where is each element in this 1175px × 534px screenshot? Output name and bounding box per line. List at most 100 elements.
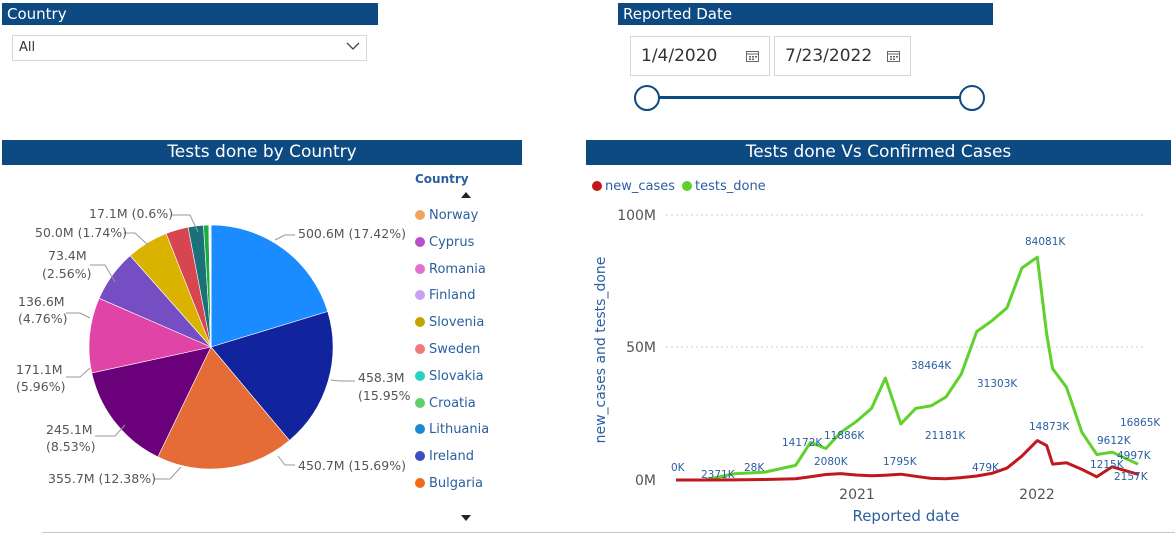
legend-label: Norway	[429, 208, 479, 223]
line-chart-header: Tests done Vs Confirmed Cases	[586, 140, 1171, 165]
legend-dot-icon	[415, 451, 425, 462]
calendar-icon[interactable]	[746, 50, 759, 62]
legend-item-finland[interactable]: Finland	[415, 288, 475, 304]
country-dropdown[interactable]: All	[12, 35, 367, 61]
legend-label: new_cases	[605, 179, 676, 194]
legend-item-slovenia[interactable]: Slovenia	[415, 315, 484, 331]
x-axis-title: Reported date	[852, 507, 959, 525]
data-label: 4997K	[1117, 450, 1152, 462]
pie-slice[interactable]	[210, 224, 329, 348]
data-label: 14873K	[1029, 421, 1070, 433]
series-line-new-cases[interactable]	[676, 439, 1139, 482]
data-label: 84081K	[1025, 236, 1066, 248]
line-chart: 100M 50M 0M 2021 2022 Reported date new_…	[593, 208, 1161, 525]
legend-dot-icon	[415, 210, 425, 220]
legend-item-cyprus[interactable]: Cyprus	[415, 235, 474, 251]
leader-line	[155, 466, 182, 480]
legend-item-new-cases[interactable]: new_cases	[592, 179, 675, 194]
y-tick-label: 50M	[626, 340, 656, 356]
legend-label: Bulgaria	[429, 476, 483, 491]
legend-item-ireland[interactable]: Ireland	[415, 449, 474, 465]
legend-scroll-down-icon[interactable]	[461, 515, 471, 521]
legend-scroll-up-icon[interactable]	[461, 192, 471, 198]
data-label: 479K	[972, 462, 1000, 474]
data-label: 2080K	[814, 456, 849, 468]
pie-slice[interactable]	[157, 346, 290, 470]
legend-label: tests_done	[695, 179, 766, 194]
start-date-input[interactable]: 1/4/2020	[630, 36, 770, 76]
pie-label: 500.6M (17.42%)	[298, 226, 406, 241]
data-label: 28K	[744, 462, 765, 474]
leader-line	[66, 312, 91, 319]
legend-dot-icon	[415, 370, 425, 381]
data-label: 1795K	[883, 456, 918, 468]
legend-item-lithuania[interactable]: Lithuania	[415, 422, 489, 438]
legend-dot-icon	[415, 236, 425, 247]
y-tick-label: 0M	[635, 473, 656, 489]
chevron-down-icon	[346, 42, 360, 50]
pie-label: 355.7M (12.38%)	[48, 471, 156, 486]
x-tick-label: 2021	[839, 487, 875, 503]
leader-line	[172, 214, 199, 233]
data-label: 31303K	[977, 378, 1018, 390]
legend-label: Cyprus	[429, 234, 475, 250]
data-label: 21181K	[925, 430, 966, 442]
pie-label: 136.6M	[18, 294, 65, 309]
country-dropdown-value: All	[19, 40, 36, 55]
legend-dot-icon	[592, 181, 602, 191]
date-slicer-title: Reported Date	[623, 5, 733, 23]
legend-item-croatia[interactable]: Croatia	[415, 396, 476, 412]
data-label: 2157K	[1114, 471, 1149, 483]
pie-label: (15.95%)	[358, 388, 410, 403]
pie-chart-title: Tests done by Country	[167, 142, 357, 162]
pie-legend-title: Country	[415, 172, 469, 186]
leader-line	[124, 232, 149, 246]
pie-label: 73.4M	[48, 248, 87, 263]
data-label: 14172K	[782, 437, 823, 449]
calendar-icon[interactable]	[887, 50, 900, 62]
country-slicer-header: Country	[2, 3, 378, 25]
legend-item-norway[interactable]: Norway	[415, 208, 478, 224]
legend-item-bulgaria[interactable]: Bulgaria	[415, 476, 483, 492]
pie-chart-header: Tests done by Country	[2, 140, 522, 165]
pie-label: 171.1M	[16, 362, 63, 377]
pie-label: (4.76%)	[18, 311, 67, 326]
legend-dot-icon	[682, 181, 692, 191]
pie-slice[interactable]	[88, 297, 212, 374]
pie-label: 17.1M (0.6%)	[89, 206, 173, 221]
series-line-tests-done[interactable]	[676, 255, 1139, 482]
legend-label: Croatia	[429, 395, 476, 411]
data-label: 0K	[671, 462, 686, 474]
end-date-input[interactable]: 7/23/2022	[774, 36, 911, 76]
data-label: 16865K	[1120, 417, 1161, 429]
line-chart-title: Tests done Vs Confirmed Cases	[745, 142, 1012, 162]
data-label: 11886K	[824, 430, 865, 442]
legend-label: Romania	[429, 261, 486, 277]
legend-item-romania[interactable]: Romania	[415, 262, 486, 278]
leader-line	[274, 234, 295, 241]
date-range-slider-track[interactable]	[646, 96, 972, 99]
legend-item-tests-done[interactable]: tests_done	[682, 179, 766, 194]
data-label: 38464K	[911, 360, 952, 372]
y-tick-label: 100M	[617, 208, 656, 224]
pie-chart: 500.6M (17.42%) 458.3M (15.95%) 450.7M (…	[16, 206, 410, 486]
pie-label: 450.7M (15.69%)	[298, 458, 406, 473]
pie-slice[interactable]	[210, 311, 334, 441]
legend-dot-icon	[415, 344, 425, 354]
legend-label: Lithuania	[429, 422, 490, 438]
data-label: 2371K	[701, 469, 736, 481]
legend-label: Slovenia	[429, 315, 485, 331]
pie-label: 50.0M (1.74%)	[35, 225, 127, 240]
pie-label: (5.96%)	[16, 379, 65, 394]
legend-dot-icon	[415, 397, 425, 408]
pie-label: (8.53%)	[46, 439, 95, 454]
end-date-value: 7/23/2022	[785, 46, 873, 66]
legend-item-slovakia[interactable]: Slovakia	[415, 369, 484, 385]
country-slicer-title: Country	[7, 5, 67, 23]
legend-dot-icon	[415, 478, 425, 488]
legend-dot-icon	[415, 290, 425, 301]
legend-label: Sweden	[429, 342, 481, 357]
slider-start-handle[interactable]	[634, 85, 660, 111]
legend-item-sweden[interactable]: Sweden	[415, 342, 480, 358]
slider-end-handle[interactable]	[959, 85, 985, 111]
